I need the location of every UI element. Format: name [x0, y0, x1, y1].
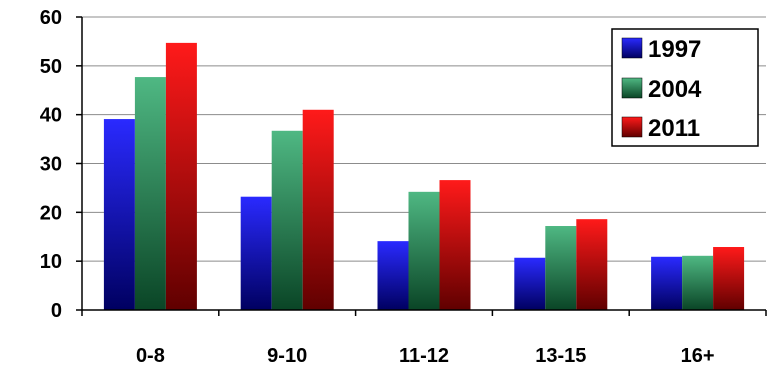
bar-2011-9-10 — [302, 109, 334, 311]
y-tick-label-60: 60 — [40, 7, 62, 29]
x-axis-tick-labels: 0-8 9-10 11-12 13-15 16+ — [136, 345, 715, 367]
y-tick-label-50: 50 — [40, 56, 62, 78]
legend-label-1997: 1997 — [648, 36, 701, 63]
y-tick-label-10: 10 — [40, 251, 62, 273]
axes — [76, 16, 767, 316]
bar-2004-0-8 — [134, 77, 166, 310]
x-tick-label-11-12: 11-12 — [399, 345, 449, 367]
bar-2011-16+ — [713, 247, 745, 310]
bar-1997-11-12 — [377, 241, 409, 310]
y-tick-label-20: 20 — [40, 202, 62, 224]
bar-1997-9-10 — [240, 196, 272, 310]
bar-1997-16+ — [651, 256, 683, 310]
legend-label-2004: 2004 — [648, 76, 702, 103]
bar-2004-16+ — [682, 255, 714, 310]
y-tick-label-30: 30 — [40, 154, 62, 176]
bar-2004-9-10 — [271, 130, 303, 310]
legend-label-2011: 2011 — [648, 115, 700, 142]
legend-swatch-2004 — [621, 77, 643, 99]
x-tick-label-9-10: 9-10 — [267, 345, 307, 367]
legend-swatch-2011 — [621, 116, 643, 138]
x-tick-label-0-8: 0-8 — [136, 345, 165, 367]
bars — [103, 42, 745, 311]
x-tick-label-16+: 16+ — [681, 345, 715, 367]
bar-2011-11-12 — [439, 180, 471, 310]
bar-2004-11-12 — [408, 191, 440, 310]
y-tick-label-0: 0 — [51, 300, 62, 322]
bar-1997-0-8 — [103, 119, 135, 310]
y-tick-label-40: 40 — [40, 105, 62, 127]
x-tick-label-13-15: 13-15 — [535, 345, 586, 367]
legend-swatch-1997 — [621, 37, 643, 59]
bar-2011-13-15 — [576, 219, 608, 310]
bar-2011-0-8 — [165, 42, 197, 311]
legend: 1997 2004 2011 — [611, 28, 759, 147]
bar-1997-13-15 — [514, 257, 546, 310]
y-axis-tick-labels: 0 10 20 30 40 50 60 — [40, 7, 62, 322]
bar-2004-13-15 — [545, 226, 577, 310]
